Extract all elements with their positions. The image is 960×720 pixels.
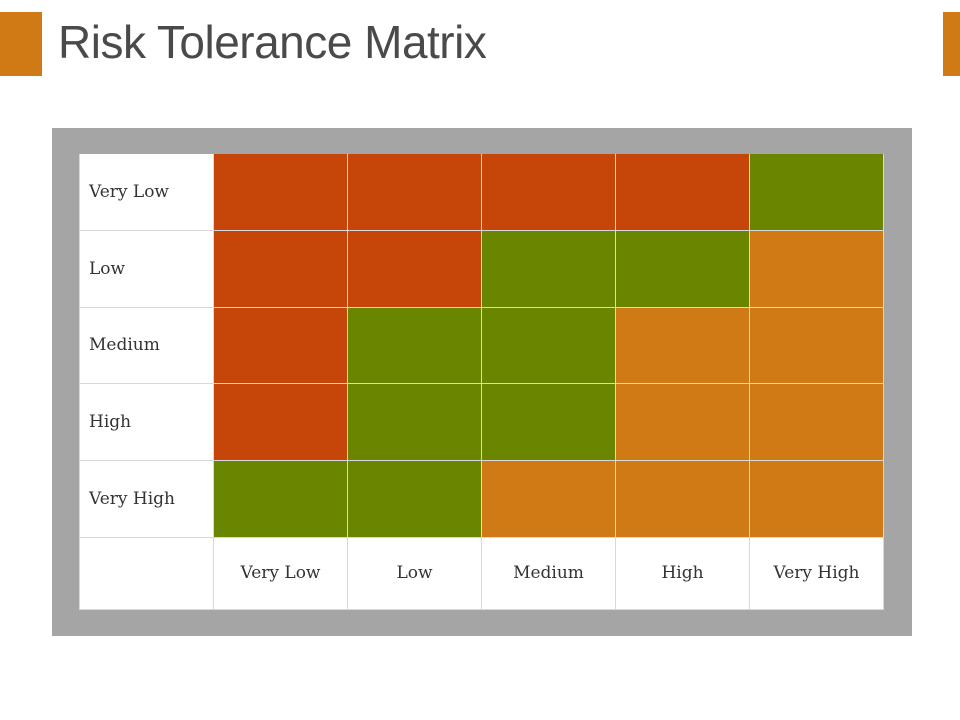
corner-cell <box>79 537 214 610</box>
risk-matrix: Very Low Low Medium High Very High Very … <box>79 154 885 610</box>
matrix-cell-orange <box>750 461 884 538</box>
matrix-cell-orange <box>616 461 750 538</box>
matrix-cell-orange <box>750 384 884 462</box>
matrix-cell-red <box>348 230 482 308</box>
matrix-cell-red <box>214 307 348 385</box>
matrix-cell-green <box>348 307 482 385</box>
matrix-cell-green <box>616 230 750 308</box>
matrix-cell-green <box>750 154 884 231</box>
row-label-low: Low <box>79 230 214 308</box>
matrix-cell-orange <box>750 230 884 308</box>
matrix-cell-green <box>348 384 482 462</box>
matrix-cell-red <box>348 154 482 231</box>
matrix-cell-green <box>482 384 616 462</box>
matrix-cell-orange <box>750 307 884 385</box>
matrix-cell-red <box>214 384 348 462</box>
accent-bar-right <box>943 12 960 76</box>
row-label-medium: Medium <box>79 307 214 385</box>
matrix-cell-red <box>214 230 348 308</box>
matrix-cell-green <box>482 307 616 385</box>
row-label-very-high: Very High <box>79 461 214 538</box>
page-title: Risk Tolerance Matrix <box>58 16 487 68</box>
matrix-cell-red <box>482 154 616 231</box>
row-label-very-low: Very Low <box>79 154 214 231</box>
col-label-very-high: Very High <box>750 537 884 610</box>
col-label-high: High <box>616 537 750 610</box>
matrix-cell-orange <box>616 307 750 385</box>
col-label-medium: Medium <box>482 537 616 610</box>
row-label-high: High <box>79 384 214 462</box>
matrix-cell-orange <box>482 461 616 538</box>
matrix-cell-green <box>348 461 482 538</box>
accent-bar-left <box>0 12 42 76</box>
matrix-cell-green <box>482 230 616 308</box>
matrix-cell-orange <box>616 384 750 462</box>
col-label-very-low: Very Low <box>214 537 348 610</box>
matrix-cell-red <box>616 154 750 231</box>
matrix-cell-red <box>214 154 348 231</box>
col-label-low: Low <box>348 537 482 610</box>
matrix-cell-green <box>214 461 348 538</box>
